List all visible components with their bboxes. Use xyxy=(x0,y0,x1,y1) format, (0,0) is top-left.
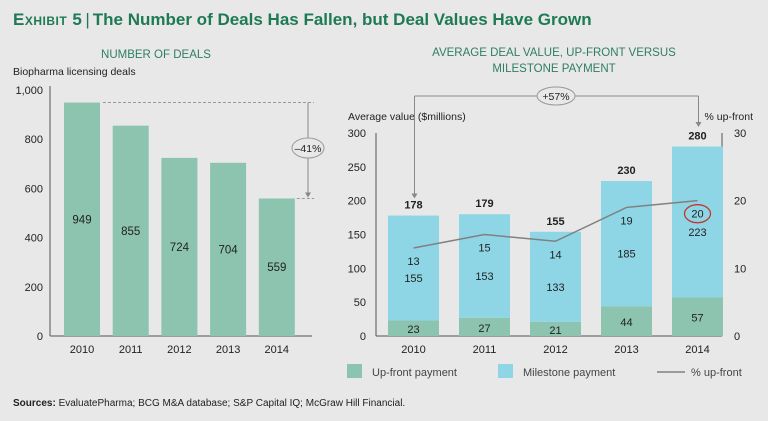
milestone-bar-segment xyxy=(388,215,439,321)
left-bar xyxy=(161,157,198,336)
total-value-label: 230 xyxy=(617,165,635,177)
left-bar-value-label: 704 xyxy=(219,244,239,256)
left-x-tick-label: 2010 xyxy=(70,344,94,356)
upfront-bar-segment xyxy=(601,306,652,336)
upfront-value-label: 21 xyxy=(549,325,561,337)
total-value-label: 179 xyxy=(475,198,493,210)
left-bar xyxy=(210,162,247,336)
milestone-bar-segment xyxy=(459,214,510,318)
left-bar xyxy=(258,198,295,336)
upfront-value-label: 44 xyxy=(620,317,632,329)
left-y-tick-label: 1,000 xyxy=(15,85,43,97)
total-value-label: 178 xyxy=(404,200,422,212)
right-y2-axis-label: % up-front xyxy=(705,111,754,123)
milestone-bar-segment xyxy=(530,231,581,322)
left-annotation-ellipse xyxy=(291,137,325,159)
right-annotation-ellipse xyxy=(536,86,576,106)
total-value-label: 280 xyxy=(688,131,706,143)
upfront-value-label: 23 xyxy=(407,324,419,336)
legend-milestone-swatch xyxy=(498,364,513,378)
right-y2-tick-label: 30 xyxy=(734,128,746,140)
left-y-tick-label: 0 xyxy=(37,331,43,343)
legend-upfront-swatch xyxy=(347,364,362,378)
right-x-tick-label: 2011 xyxy=(473,344,497,356)
exhibit-number: Exhibit 5 xyxy=(13,10,83,29)
legend-milestone-label: Milestone payment xyxy=(523,367,615,379)
exhibit-title: Exhibit 5 | The Number of Deals Has Fallen… xyxy=(13,10,592,30)
sources-label: Sources: xyxy=(13,398,56,409)
left-y-tick-label: 200 xyxy=(25,282,43,294)
upfront-value-label: 27 xyxy=(478,323,490,335)
milestone-value-label: 153 xyxy=(475,271,493,283)
left-annotation-arrow-head xyxy=(305,192,311,198)
upfront-bar-segment xyxy=(459,317,510,336)
upfront-pct-label: 20 xyxy=(691,209,703,221)
left-chart-title: NUMBER OF DEALS xyxy=(101,49,211,61)
right-y-tick-label: 100 xyxy=(348,263,366,275)
left-bar-value-label: 559 xyxy=(267,262,286,274)
right-y-tick-label: 150 xyxy=(348,230,366,242)
upfront-value-label: 57 xyxy=(691,313,703,325)
right-y2-tick-label: 10 xyxy=(734,263,746,275)
right-y2-tick-label: 0 xyxy=(734,331,740,343)
right-y-tick-label: 0 xyxy=(360,331,366,343)
exhibit-headline: The Number of Deals Has Fallen, but Deal… xyxy=(92,10,592,29)
right-x-tick-label: 2012 xyxy=(543,344,567,356)
milestone-value-label: 223 xyxy=(688,227,706,239)
right-annotation-label: +57% xyxy=(542,91,569,103)
left-bar xyxy=(64,102,100,337)
right-y-tick-label: 200 xyxy=(348,196,366,208)
right-annotation-right-arrowhead xyxy=(695,122,702,127)
right-y-tick-label: 300 xyxy=(348,128,366,140)
right-annotation-left-arrowhead xyxy=(411,193,418,199)
right-x-tick-label: 2013 xyxy=(614,344,638,356)
sources-text: EvaluatePharma; BCG M&A database; S&P Ca… xyxy=(55,398,406,409)
sources-note: Sources: EvaluatePharma; BCG M&A databas… xyxy=(13,398,405,409)
milestone-value-label: 155 xyxy=(404,273,422,285)
upfront-pct-label: 15 xyxy=(478,243,490,255)
milestone-value-label: 133 xyxy=(546,282,564,294)
right-x-tick-label: 2010 xyxy=(401,344,425,356)
right-y2-tick-label: 20 xyxy=(734,196,746,208)
milestone-bar-segment xyxy=(601,181,652,307)
left-bar-value-label: 855 xyxy=(121,226,140,238)
right-y-tick-label: 250 xyxy=(348,162,366,174)
upfront-pct-label: 14 xyxy=(549,249,561,261)
left-bar-value-label: 724 xyxy=(170,242,190,254)
upfront-bar-segment xyxy=(672,297,723,336)
left-annotation-label: –41% xyxy=(295,143,322,155)
upfront-pct-label: 19 xyxy=(620,215,632,227)
left-y-axis-label: Biopharma licensing deals xyxy=(13,66,136,78)
legend-line-label: % up-front xyxy=(691,367,742,379)
milestone-bar-segment xyxy=(672,146,723,298)
title-separator: | xyxy=(85,10,90,29)
left-bar-value-label: 949 xyxy=(72,214,91,226)
right-chart-title-line1: AVERAGE DEAL VALUE, UP-FRONT VERSUS xyxy=(432,47,676,59)
right-x-tick-label: 2014 xyxy=(685,344,709,356)
left-bar xyxy=(112,125,149,336)
left-x-tick-label: 2011 xyxy=(119,344,143,356)
total-value-label: 155 xyxy=(546,216,564,228)
highlight-circle xyxy=(683,204,712,224)
left-x-tick-label: 2014 xyxy=(265,344,289,356)
right-chart-title-line2: MILESTONE PAYMENT xyxy=(492,63,615,75)
right-y-tick-label: 50 xyxy=(354,297,366,309)
upfront-pct-label: 13 xyxy=(407,256,419,268)
left-y-tick-label: 400 xyxy=(25,233,43,245)
upfront-bar-segment xyxy=(530,321,581,336)
milestone-value-label: 185 xyxy=(617,249,635,261)
upfront-bar-segment xyxy=(388,320,439,336)
left-x-tick-label: 2012 xyxy=(167,344,191,356)
upfront-pct-line xyxy=(413,199,698,249)
legend-upfront-label: Up-front payment xyxy=(372,367,457,379)
right-y-axis-label: Average value ($millions) xyxy=(348,111,466,123)
left-y-tick-label: 600 xyxy=(25,183,43,195)
left-x-tick-label: 2013 xyxy=(216,344,240,356)
left-y-tick-label: 800 xyxy=(25,134,43,146)
